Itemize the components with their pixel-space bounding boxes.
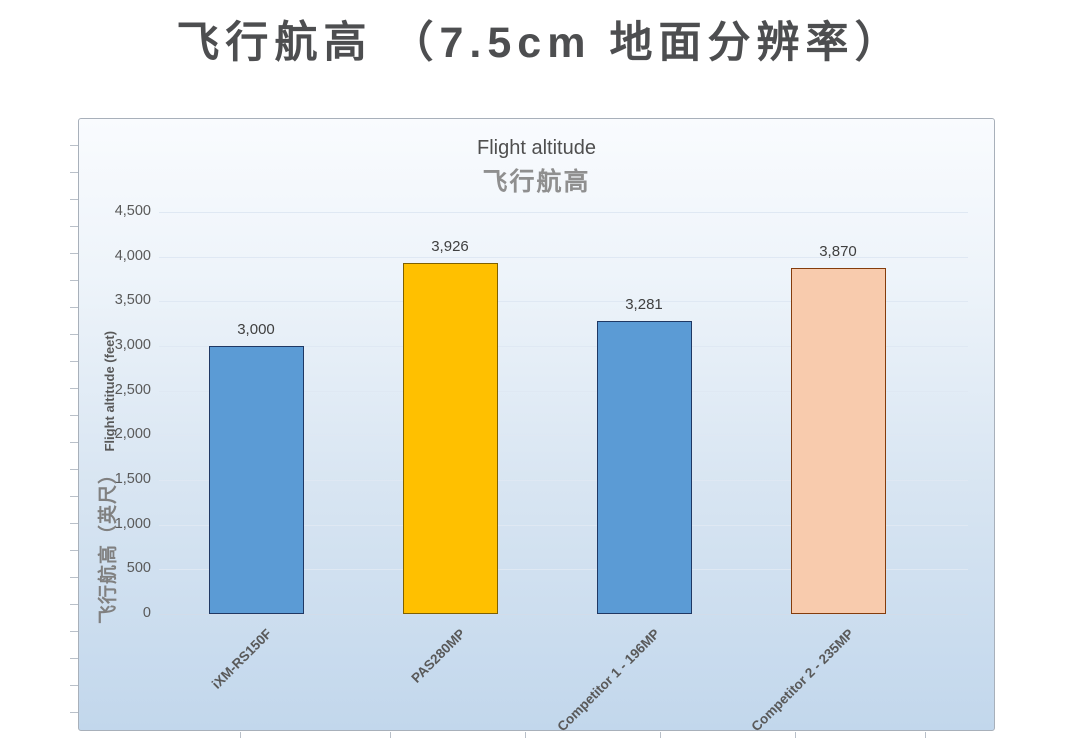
chart-title-zh: 飞行航高 [482, 168, 591, 196]
bar-value-label: 3,281 [625, 296, 663, 313]
ruler-tick [70, 334, 78, 335]
y-tick-label: 0 [142, 605, 151, 621]
ruler-tick [70, 226, 78, 227]
gridline [159, 435, 968, 437]
ruler-tick [925, 732, 926, 738]
ruler-tick [70, 307, 78, 308]
ruler-tick [70, 145, 78, 146]
ruler-tick [70, 415, 78, 416]
ruler-tick [70, 631, 78, 632]
bar-value-label: 3,926 [431, 238, 469, 255]
y-tick-label: 2,500 [114, 381, 151, 398]
y-axis-title-zh: 飞行航高（英尺） [98, 463, 119, 624]
chart-area: Flight altitude 飞行航高 0 500 1,000 1,500 2,000… [78, 118, 995, 735]
ruler-tick [70, 469, 78, 470]
gridline [159, 346, 968, 347]
gridline [159, 524, 968, 526]
bar-value-label: 3,870 [819, 243, 857, 260]
ruler-tick [70, 523, 78, 524]
ruler-tick [390, 732, 391, 738]
ruler-tick [525, 732, 526, 738]
ruler-tick [795, 732, 796, 738]
ruler-tick [70, 172, 78, 173]
ruler-tick [70, 253, 78, 254]
y-tick-label: 1,500 [114, 471, 151, 487]
gridline [159, 256, 968, 258]
bar [208, 346, 304, 614]
x-category-label: PAS280MP [408, 626, 469, 686]
ruler-tick [70, 442, 78, 443]
ruler-tick [70, 388, 78, 389]
ruler-tick [70, 658, 78, 659]
ruler-tick [70, 550, 78, 551]
y-tick-label: 500 [126, 560, 151, 577]
y-tick-label: 4,500 [114, 203, 151, 219]
bar-value-label: 3,000 [237, 321, 275, 338]
ruler-tick [70, 604, 78, 605]
gridline [159, 390, 968, 392]
chart-title-en: Flight altitude [477, 137, 596, 159]
y-tick-label: 2,000 [114, 426, 151, 443]
ruler-tick [70, 496, 78, 497]
y-axis-title-en: Flight altitude (feet) [102, 330, 117, 452]
ruler-tick [70, 280, 78, 281]
bar [790, 268, 886, 614]
gridline [159, 212, 968, 213]
ruler-tick [70, 361, 78, 362]
gridline [159, 614, 968, 615]
gridline [159, 569, 968, 571]
ruler-tick [660, 732, 661, 738]
y-tick-label: 3,500 [114, 292, 151, 309]
page-title: 飞行航高 （7.5cm 地面分辨率） [176, 19, 904, 67]
y-tick-label: 1,000 [114, 515, 151, 532]
bar [402, 263, 498, 614]
x-category-label: iXM-RS150F [208, 626, 275, 692]
ruler-tick [70, 712, 78, 713]
ruler-tick [240, 732, 241, 738]
x-category-label: Competitor 2 - 235MP [748, 626, 857, 735]
gridline [159, 301, 968, 303]
x-category-label: Competitor 1 - 196MP [554, 626, 663, 735]
y-tick-label: 3,000 [114, 337, 151, 353]
ruler-tick [70, 685, 78, 686]
gridline [159, 480, 968, 481]
y-axis-title: 飞行航高（英尺） Flight altitude (feet) [93, 331, 120, 624]
ruler-tick [70, 199, 78, 200]
bar [596, 321, 692, 614]
y-tick-label: 4,000 [114, 247, 151, 264]
chart-title: Flight altitude 飞行航高 [79, 137, 994, 198]
ruler-tick [70, 577, 78, 578]
